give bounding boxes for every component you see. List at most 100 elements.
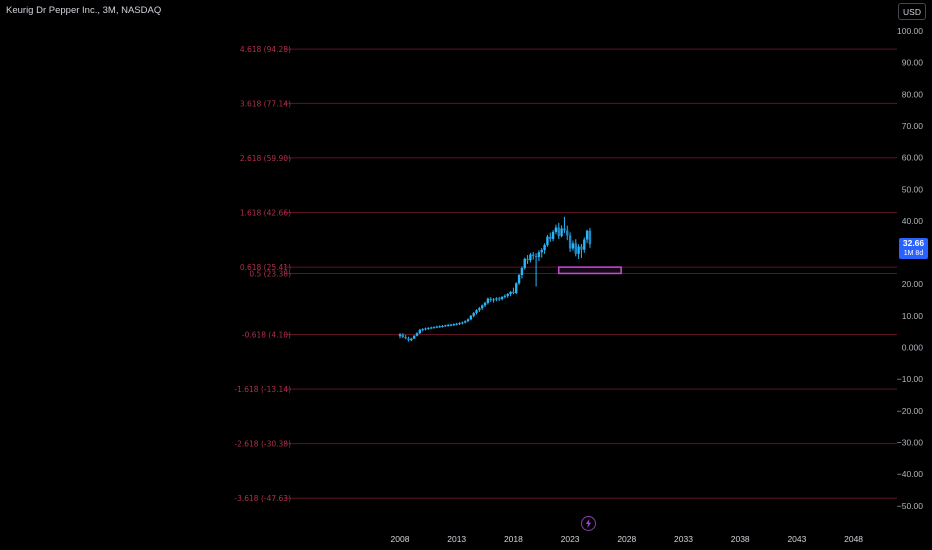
candle-body	[415, 333, 419, 336]
time-axis-label: 2018	[504, 534, 523, 544]
fib-level-label: 0.618 (25.41)	[240, 263, 291, 272]
candle-body	[568, 235, 572, 249]
candle-body	[537, 252, 541, 257]
price-axis-label: 20.00	[902, 279, 924, 289]
candle-body	[551, 231, 555, 239]
candle-body	[557, 227, 560, 237]
candle-body	[418, 329, 422, 334]
candle-body	[566, 230, 569, 236]
candle-body	[421, 329, 424, 331]
time-axis-label: 2043	[787, 534, 806, 544]
candle-body	[427, 327, 430, 329]
candle-body	[452, 324, 456, 326]
time-axis-label: 2038	[731, 534, 750, 544]
price-axis-label: 40.00	[902, 216, 924, 226]
fib-level-label: -1.618 (-13.14)	[234, 385, 291, 394]
candle-body	[455, 323, 458, 325]
lightning-bolt-button[interactable]	[581, 516, 596, 531]
price-axis-label: 60.00	[902, 153, 924, 163]
candle-body	[532, 254, 535, 257]
time-axis-label: 2013	[447, 534, 466, 544]
candle-body	[549, 236, 552, 239]
candle-body	[398, 334, 402, 337]
candle-body	[520, 268, 524, 276]
candle-body	[585, 230, 589, 240]
candle-body	[435, 326, 439, 328]
candle-body	[517, 275, 521, 284]
candle-body	[509, 291, 512, 295]
price-axis-label: −30.00	[897, 437, 924, 447]
price-axis-label: 90.00	[902, 58, 924, 68]
candle-body	[529, 254, 532, 261]
candle-body	[449, 324, 453, 326]
lightning-bolt-icon	[585, 519, 592, 528]
candle-body	[438, 326, 441, 328]
fibonacci-extension-tool[interactable]: 4.618 (94.28) 3.618 (77.14) 2.618 (59.90) 1…	[234, 45, 897, 503]
price-axis-label: −50.00	[897, 501, 924, 511]
price-axis-label: 70.00	[902, 121, 924, 131]
candle-body	[571, 243, 575, 249]
target-zone[interactable]	[558, 266, 622, 275]
candle-body	[543, 244, 546, 251]
candle-body	[500, 296, 504, 300]
candle-body	[461, 322, 464, 324]
candle-body	[424, 328, 427, 330]
time-axis-label: 2008	[391, 534, 410, 544]
candle-body	[492, 299, 495, 301]
candle-body	[475, 310, 478, 314]
candle-body	[512, 291, 515, 294]
time-axis-label: 2028	[617, 534, 636, 544]
currency-button[interactable]: USD	[898, 3, 926, 20]
candle-body	[466, 319, 470, 322]
candle-body	[469, 315, 473, 320]
fib-level-label: 2.618 (59.90)	[240, 154, 291, 163]
price-axis-label: 80.00	[902, 89, 924, 99]
candle-body	[560, 228, 563, 237]
candle-body	[495, 298, 498, 300]
target-zone-rectangle[interactable]	[558, 266, 622, 275]
candle-body	[407, 338, 410, 341]
fib-level-label: 3.618 (77.14)	[240, 99, 291, 108]
fib-level-label: -0.618 (4.10)	[242, 331, 291, 340]
candle-body	[441, 325, 444, 327]
time-axis[interactable]: 2008 2013 2018 2023 2028 2033 2038 2043 2048	[391, 534, 864, 544]
candle-body	[515, 283, 518, 294]
fib-level-label: 0.5 (23.38)	[249, 270, 291, 279]
candle-body	[506, 294, 509, 296]
candle-body	[478, 308, 481, 311]
candle-body	[546, 236, 549, 245]
candle-body	[404, 337, 407, 339]
candle-body	[432, 327, 436, 329]
candle-body	[446, 325, 450, 327]
candle-body	[588, 230, 592, 245]
last-price-value: 32.66	[902, 238, 925, 248]
bar-countdown: 1M 8d	[903, 250, 924, 257]
candle-body	[574, 243, 577, 254]
candle-body	[523, 258, 526, 269]
candle-body	[401, 334, 405, 338]
candle-body	[526, 258, 529, 261]
candle-body	[577, 246, 580, 254]
price-axis-label: 10.00	[902, 311, 924, 321]
candle-body	[412, 335, 416, 339]
fib-level-label: -2.618 (-30.38)	[234, 440, 291, 449]
candle-body	[429, 327, 433, 329]
candle-body	[498, 298, 501, 300]
fib-level-label: -3.618 (-47.63)	[234, 494, 291, 503]
candle-body	[503, 295, 507, 297]
time-axis-label: 2048	[844, 534, 863, 544]
time-axis-label: 2023	[561, 534, 580, 544]
price-axis-label: 100.00	[897, 26, 923, 36]
candle-body	[458, 323, 461, 325]
candle-body	[464, 321, 467, 323]
symbol-title[interactable]: Keurig Dr Pepper Inc., 3M, NASDAQ	[6, 5, 162, 16]
price-axis-label: −40.00	[897, 469, 924, 479]
candle-body	[483, 302, 487, 306]
price-axis-label: −10.00	[897, 374, 924, 384]
price-axis-label: 0.000	[902, 343, 924, 353]
candle-body	[472, 313, 475, 316]
fib-level-label: 4.618 (94.28)	[240, 45, 291, 54]
fib-level-label: 1.618 (42.66)	[240, 208, 291, 217]
